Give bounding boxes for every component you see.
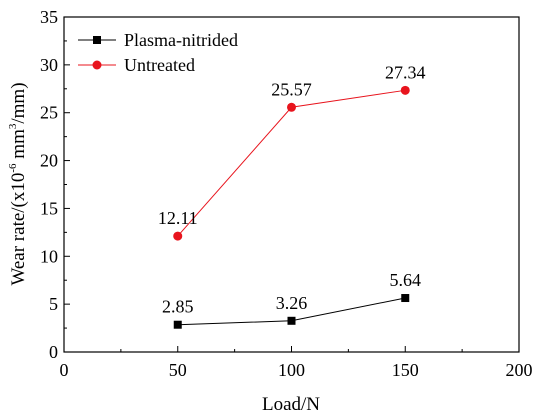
data-label: 5.64 <box>390 270 422 290</box>
data-label: 27.34 <box>385 62 426 82</box>
data-point <box>401 294 410 303</box>
data-point <box>287 316 296 325</box>
data-label: 2.85 <box>162 297 194 317</box>
legend-item: Plasma-nitrided <box>78 30 238 50</box>
x-tick-label: 50 <box>169 360 187 380</box>
data-label: 12.11 <box>158 208 198 228</box>
y-tick-label: 0 <box>49 342 58 362</box>
data-label: 3.26 <box>276 293 308 313</box>
y-tick-label: 10 <box>40 246 58 266</box>
y-axis-title: Wear rate/(x10-6 mm3/mm) <box>7 82 29 285</box>
data-point <box>400 85 410 95</box>
x-tick-label: 100 <box>278 360 305 380</box>
y-axis: 0 5 10 15 20 25 30 35 <box>40 7 70 362</box>
legend-label: Untreated <box>124 55 195 75</box>
x-tick-label: 0 <box>60 360 69 380</box>
series-line <box>177 89 406 237</box>
series-layer: 2.85 3.26 5.64 12.11 25.57 27.34 <box>158 62 426 329</box>
x-tick-label: 150 <box>392 360 419 380</box>
data-label: 25.57 <box>271 79 312 99</box>
legend-marker <box>93 36 101 44</box>
x-axis: 0 50 100 150 200 <box>60 346 533 380</box>
x-axis-title: Load/N <box>262 394 320 415</box>
y-tick-label: 20 <box>40 151 58 171</box>
data-point <box>287 102 296 112</box>
y-tick-label: 15 <box>40 198 58 218</box>
legend-marker <box>92 60 102 70</box>
y-tick-label: 25 <box>40 103 58 123</box>
y-tick-label: 35 <box>40 7 58 27</box>
legend-item: Untreated <box>78 55 195 75</box>
y-tick-label: 5 <box>49 294 58 314</box>
y-tick-label: 30 <box>40 55 58 75</box>
legend-label: Plasma-nitrided <box>124 30 238 50</box>
series-plasma-nitrided: 2.85 3.26 5.64 <box>162 270 421 329</box>
x-tick-label: 200 <box>506 360 533 380</box>
data-point <box>173 231 183 241</box>
data-point <box>173 320 182 329</box>
legend: Plasma-nitrided Untreated <box>78 30 238 75</box>
series-untreated: 12.11 25.57 27.34 <box>158 62 426 241</box>
